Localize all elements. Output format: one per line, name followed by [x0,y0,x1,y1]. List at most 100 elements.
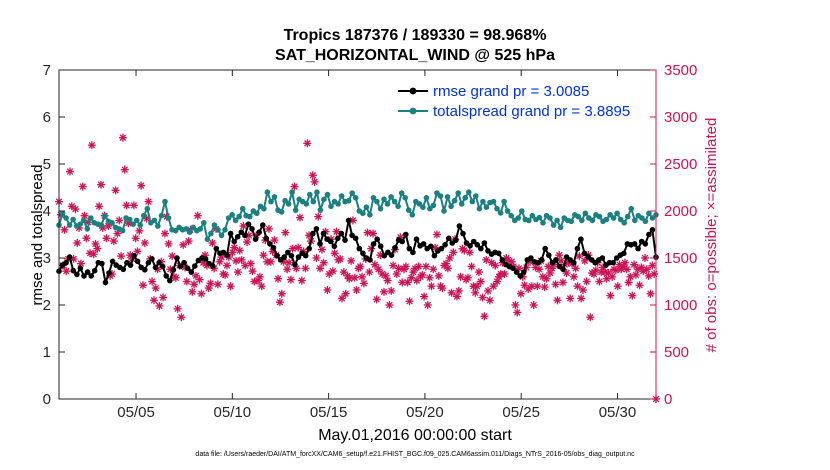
spread-point [70,216,76,223]
spread-point [617,216,624,223]
rmse-point [249,226,255,232]
rmse-point [410,249,416,256]
rmse-point [467,243,473,249]
obs-point [65,167,74,176]
obs-point [297,276,306,285]
y-tick-label-left: 3 [43,250,51,267]
spread-point [490,198,497,205]
obs-point [337,294,346,303]
rmse-point [646,231,652,238]
obs-point [111,186,120,195]
y-tick-label-right: 3000 [664,109,697,126]
rmse-point [428,243,434,250]
rmse-point [621,250,627,257]
spread-point [211,222,218,228]
spread-point [98,222,105,228]
obs-point [259,251,268,260]
spread-point [536,214,543,221]
obs-point [491,261,500,270]
obs-point [578,285,587,294]
rmse-point [88,273,94,279]
rmse-point [192,263,198,269]
rmse-point [571,259,577,266]
rmse-point [445,235,452,242]
rmse-point [649,227,656,233]
obs-point [575,252,584,261]
rmse-point [242,232,248,239]
rmse-point [335,235,341,242]
rmse-point [285,249,291,256]
obs-point [140,238,149,247]
rmse-point [306,245,313,252]
obs-point [383,276,392,285]
obs-point [193,211,202,220]
rmse-point [109,258,116,265]
legend-rmse: rmse grand pr = 3.0085 [398,83,589,100]
spread-point [391,198,398,205]
rmse-point [213,245,220,252]
obs-point [401,262,410,271]
spread-point [416,201,423,207]
spread-point [374,198,380,205]
rmse-point [317,241,323,247]
spread-point [455,190,462,196]
rmse-point [538,257,545,263]
spread-point [324,191,331,198]
spread-point [352,195,359,201]
obs-point [255,272,264,281]
y-tick-label-left: 1 [43,344,51,361]
obs-point [500,269,509,278]
spread-point [349,190,356,196]
obs-point [350,273,359,282]
obs-point [115,216,124,225]
rmse-point [260,222,266,228]
legend-spread: totalspread grand pr = 3.8895 [398,103,630,120]
obs-point [323,285,332,294]
obs-point [244,231,253,240]
rmse-point [370,241,377,247]
rmse-point [478,245,484,252]
obs-point [159,293,168,302]
spread-point [126,216,133,223]
rmse-point [542,245,548,252]
obs-point [237,255,246,264]
spread-point [363,204,370,210]
rmse-point [399,238,406,245]
obs-point [303,139,312,148]
obs-point [566,294,575,303]
obs-point [359,279,368,288]
rmse-point [413,236,420,242]
obs-point [232,256,241,265]
obs-point [489,282,498,291]
x-tick-label: 05/10 [214,404,252,421]
obs-point [363,228,372,237]
rmse-point [495,250,502,257]
rmse-point [528,255,534,261]
rmse-point [134,258,141,265]
spread-point [314,189,320,195]
rmse-point [288,252,295,259]
spread-point [310,198,317,205]
obs-point [281,228,290,237]
y-tick-label-left: 0 [43,391,51,408]
obs-point [516,289,525,298]
obs-point [155,301,164,310]
obs-point [635,281,644,290]
spread-point [151,217,158,224]
obs-point [427,282,436,291]
obs-point [445,254,454,262]
spread-point [321,196,327,203]
rmse-point [438,245,445,252]
rmse-point [181,259,187,266]
obs-point [394,264,403,273]
obs-point [387,286,396,295]
obs-point [197,289,206,298]
obs-point [195,275,204,284]
obs-point [177,313,186,322]
obs-point [345,274,354,283]
obs-point [606,291,615,300]
rmse-point [295,254,302,260]
spread-point [215,227,221,233]
obs-point [648,261,657,270]
spread-point [398,190,405,196]
